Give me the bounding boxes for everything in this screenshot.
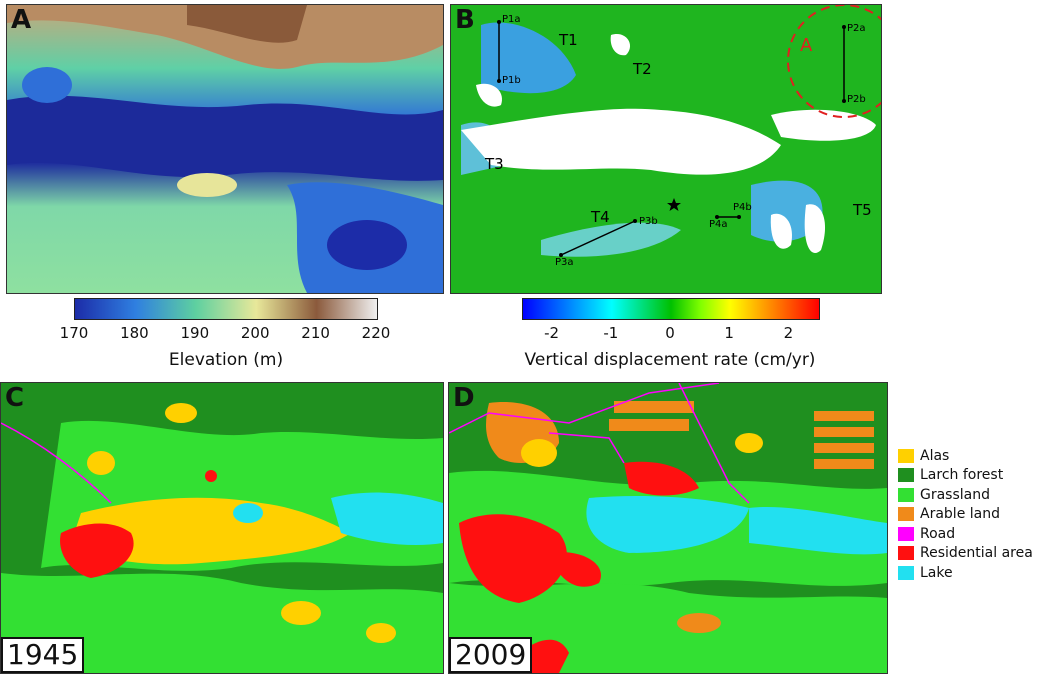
point-label: P4a — [709, 219, 728, 230]
alas-area — [71, 497, 351, 565]
year-label-2009: 2009 — [449, 637, 533, 673]
displacement-tick: 2 — [783, 324, 794, 342]
landcover-raster-1945 — [1, 383, 443, 673]
elevation-raster — [7, 5, 443, 293]
legend-swatch — [898, 448, 914, 463]
elevation-tick: 210 — [301, 324, 330, 342]
panel-letter-a: A — [11, 5, 32, 35]
upland-terrain — [7, 5, 443, 69]
lake-area — [331, 492, 443, 545]
transect-overlay — [497, 5, 881, 257]
legend-swatch — [898, 546, 914, 561]
legend-label: Larch forest — [920, 467, 1004, 484]
legend-swatch — [898, 565, 914, 580]
zone-label: T2 — [633, 60, 652, 78]
transect-p3 — [560, 220, 636, 256]
legend-swatch — [898, 507, 914, 522]
legend-label: Grassland — [920, 486, 990, 503]
legend-swatch — [898, 526, 914, 541]
circle-label: A — [800, 35, 813, 56]
no-data-area — [461, 108, 781, 175]
displacement-raster — [451, 5, 881, 293]
landcover-raster-2009 — [449, 383, 887, 673]
elevation-colorbar-label: Elevation (m) — [168, 350, 284, 370]
lowland-valley — [7, 95, 443, 181]
elevation-tick: 200 — [240, 324, 270, 342]
displacement-colorbar-label: Vertical displacement rate (cm/yr) — [524, 350, 816, 370]
elevation-tick: 170 — [59, 324, 89, 342]
residential-area — [60, 523, 134, 578]
elevation-map: A — [6, 4, 444, 294]
displacement-tick: -1 — [603, 324, 619, 342]
panel-letter-d: D — [453, 383, 475, 413]
point-label: P1a — [502, 14, 521, 25]
legend-item: Larch forest — [898, 466, 1033, 486]
legend-item: Grassland — [898, 485, 1033, 505]
elevation-colorbar-ticks: 170 180 190 200 210 220 — [60, 324, 391, 344]
legend-label: Road — [920, 525, 956, 542]
elevation-colorbar — [74, 298, 378, 320]
zone-label: T4 — [591, 208, 610, 226]
legend-label: Arable land — [920, 506, 1000, 523]
elevation-tick: 190 — [180, 324, 210, 342]
residential-area — [459, 514, 567, 603]
star-marker — [667, 198, 681, 211]
subsidence-t1 — [481, 22, 576, 94]
panel-letter-c: C — [5, 383, 25, 413]
zone-label: T5 — [853, 201, 872, 219]
legend-item: Arable land — [898, 505, 1033, 525]
point-label: P2a — [847, 23, 866, 34]
legend-label: Residential area — [920, 545, 1033, 562]
legend-item: Lake — [898, 563, 1033, 583]
legend-label: Lake — [920, 564, 953, 581]
legend-swatch — [898, 468, 914, 483]
highlight-circle — [787, 5, 881, 118]
displacement-tick: 0 — [665, 324, 675, 342]
landcover-map-1945: C 1945 — [0, 382, 444, 674]
displacement-colorbar — [522, 298, 820, 320]
point-label: P2b — [847, 94, 866, 105]
legend-item: Alas — [898, 446, 1033, 466]
zone-label: T1 — [559, 31, 578, 49]
point-label: P3b — [639, 216, 658, 227]
displacement-tick: -2 — [544, 324, 560, 342]
upland-peak — [187, 5, 307, 43]
elevation-tick: 180 — [120, 324, 149, 342]
lake-area — [586, 496, 749, 553]
legend-item: Residential area — [898, 544, 1033, 564]
point-label: P4b — [733, 202, 752, 213]
road-line — [449, 383, 720, 434]
point-label: P3a — [555, 257, 574, 268]
elevation-tick: 220 — [361, 324, 391, 342]
legend-item: Road — [898, 524, 1033, 544]
legend-swatch — [898, 487, 914, 502]
displacement-colorbar-ticks: -2 -1 0 1 2 — [522, 324, 818, 344]
displacement-tick: 1 — [724, 324, 734, 342]
landcover-legend: Alas Larch forest Grassland Arable land … — [898, 446, 1033, 583]
zone-label: T3 — [485, 155, 504, 173]
landcover-map-2009: D 2009 — [448, 382, 888, 674]
legend-label: Alas — [920, 447, 950, 464]
point-label: P1b — [502, 75, 521, 86]
year-label-1945: 1945 — [1, 637, 85, 673]
panel-letter-b: B — [455, 5, 475, 35]
displacement-map: B T1 T2 T3 T4 T5 P1a P1b P2a P2b P3a P3b… — [450, 4, 882, 294]
